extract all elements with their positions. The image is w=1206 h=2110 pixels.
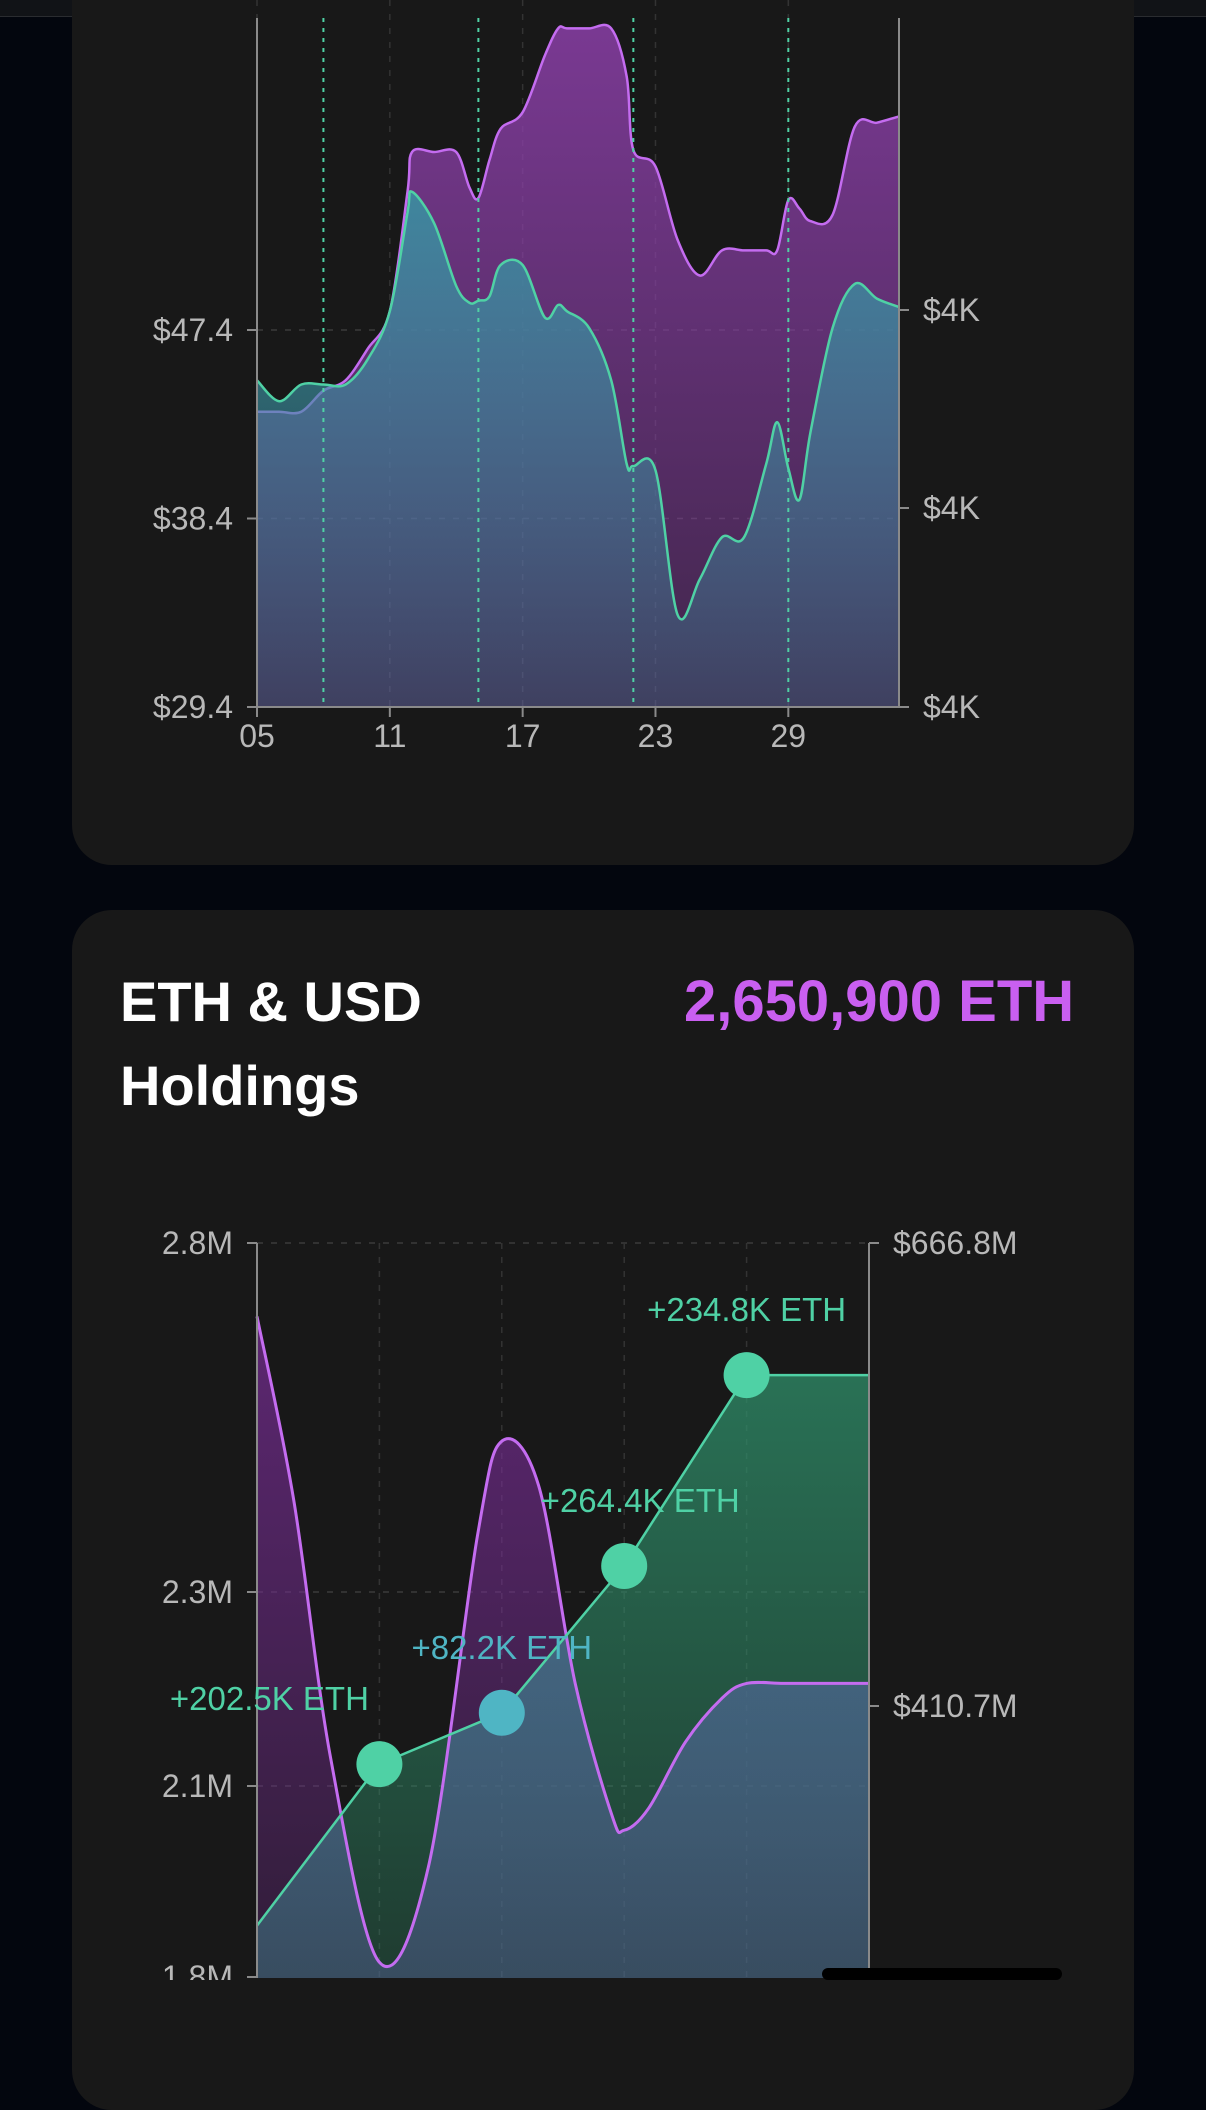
purple-series-line xyxy=(255,1316,869,1969)
y2-left-tick-label-2: 2.1M xyxy=(162,1768,233,1804)
annotation-marker-1 xyxy=(478,1689,525,1736)
annotation-marker-3 xyxy=(723,1352,770,1399)
y2-right-tick-label-1: $410.7M xyxy=(893,1688,1018,1724)
y-right-tick-label-1: $4K xyxy=(923,490,980,526)
y-left-tick-label-1: $38.4 xyxy=(153,501,233,537)
series-teal-area xyxy=(257,191,899,708)
holdings-line-chart: 2.8M2.3M2.1M1.8M$666.8M$410.7M$203.7M+20… xyxy=(162,1225,1018,1980)
y2-right-tick-label-0: $666.8M xyxy=(893,1225,1018,1261)
annotation-label-0: +202.5K ETH xyxy=(170,1680,369,1717)
holdings-value: 2,650,900 ETH xyxy=(684,969,1075,1034)
y-left-tick-label-2: $29.4 xyxy=(153,689,233,725)
x-tick-label-05: 05 xyxy=(239,718,275,754)
price-area-chart: 05 11 17 23 29 $47.4 $38.4 $29.4 $4K $4K $4K xyxy=(153,0,980,754)
annotation-marker-0 xyxy=(356,1741,403,1788)
home-indicator xyxy=(822,1968,1062,1980)
annotation-label-1: +82.2K ETH xyxy=(411,1629,592,1666)
x-tick-label-29: 29 xyxy=(771,718,807,754)
y2-left-tick-label-0: 2.8M xyxy=(162,1225,233,1261)
annotation-label-2: +264.4K ETH xyxy=(541,1482,740,1519)
annotation-marker-2 xyxy=(601,1542,648,1589)
x-tick-label-11: 11 xyxy=(373,718,406,754)
y2-left-tick-label-3: 1.8M xyxy=(162,1959,233,1980)
y2-left-tick-label-1: 2.3M xyxy=(162,1574,233,1610)
annotation-label-3: +234.8K ETH xyxy=(647,1291,846,1328)
y-right-tick-label-2: $4K xyxy=(923,689,980,725)
x-tick-label-17: 17 xyxy=(505,718,541,754)
holdings-title: ETH & USD Holdings xyxy=(120,970,422,1117)
x-tick-label-23: 23 xyxy=(638,718,674,754)
y-left-tick-label-0: $47.4 xyxy=(153,312,233,348)
y-right-tick-label-0: $4K xyxy=(923,292,980,328)
overlap-area xyxy=(257,1375,869,1978)
